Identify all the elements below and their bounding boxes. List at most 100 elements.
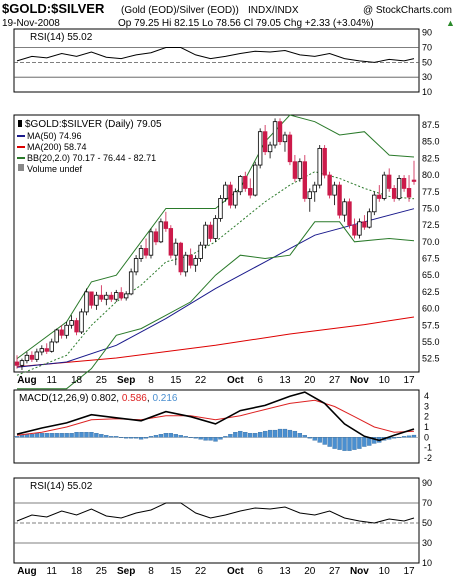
macd-hist-bar (282, 428, 288, 438)
macd-hist-bar (44, 433, 49, 438)
macd-tick-label: 4 (424, 391, 429, 401)
macd-hist-bar (248, 433, 253, 438)
macd-hist-bar (262, 430, 268, 438)
macd-hist-bar (29, 434, 35, 438)
price-tick-label: 57.5 (422, 320, 440, 330)
candle-body (382, 174, 387, 199)
candle-body (54, 329, 59, 343)
macd-hist-bar (99, 434, 104, 438)
price-x-tick-label: 25 (96, 375, 108, 386)
macd-label: MACD(12,26,9) 0.802, 0.586, 0.216 (19, 393, 178, 404)
macd-hist-bar (59, 433, 64, 438)
bottom-x-tick-label: Oct (227, 566, 244, 577)
rsi-top-tick-label: 10 (422, 87, 432, 97)
macd-tick-label: -2 (424, 453, 432, 463)
candle-body (148, 231, 154, 256)
candle-body (406, 188, 412, 198)
candle-body (64, 324, 69, 336)
candle-body (193, 258, 198, 266)
macd-hist-bar (119, 437, 124, 438)
candle-body (357, 221, 362, 236)
price-tick-label: 70.0 (422, 237, 440, 247)
price-tick-label: 77.5 (422, 187, 440, 197)
price-x-tick-label: Aug (17, 375, 36, 386)
bottom-x-tick-label: 18 (71, 566, 83, 577)
candle-body (243, 176, 248, 189)
candle-body (223, 184, 228, 199)
legend-ma200: MA(200) 58.74 (27, 142, 87, 152)
candle-body (267, 144, 273, 153)
price-tick-label: 80.0 (422, 170, 440, 180)
candle-body (138, 248, 144, 259)
bottom-x-tick-label: 25 (96, 566, 108, 577)
price-tick-label: 72.5 (422, 220, 440, 230)
macd-line (16, 391, 415, 442)
macd-panel (13, 389, 420, 464)
macd-hist-bar (277, 428, 283, 438)
rsi-bottom-line (16, 502, 415, 524)
ohlc-readout: Op 79.25 Hi 82.15 Lo 78.56 Cl 79.05 Chg … (118, 18, 374, 29)
ma200-line (16, 316, 415, 368)
macd-hist-bar (347, 437, 352, 451)
price-x-tick-label: 13 (279, 375, 291, 386)
macd-tick-label: -1 (424, 443, 432, 453)
macd-hist-bar (114, 436, 119, 438)
candle-body (367, 211, 372, 228)
macd-hist-bar (228, 434, 233, 438)
macd-hist-bar (233, 432, 238, 438)
macd-hist-bar (193, 437, 198, 439)
macd-tick-label: 2 (424, 412, 429, 422)
macd-hist-bar (342, 437, 347, 451)
bottom-x-tick-label: Sep (117, 566, 135, 577)
price-x-tick-label: 15 (170, 375, 182, 386)
macd-hist-bar (24, 434, 30, 438)
bb-mid-line (16, 171, 415, 376)
macd-hist-bar (178, 435, 183, 438)
candle-body (153, 231, 159, 243)
macd-signal-value: 0.586 (122, 393, 147, 404)
macd-hist-bar (406, 435, 412, 438)
candle-body (114, 292, 119, 300)
macd-hist-bar (307, 437, 312, 439)
price-tick-label: 62.5 (422, 287, 440, 297)
macd-hist-bar (158, 434, 164, 438)
price-panel-label: $GOLD:$SILVER (Daily) 79.05 (25, 119, 162, 130)
rsi-bottom-tick-label: 50 (422, 518, 432, 528)
legend-symbol-swatch (18, 120, 22, 127)
rsi-bottom-tick-label: 10 (422, 558, 432, 568)
candle-body (362, 221, 367, 228)
macd-hist-bar (84, 432, 89, 438)
price-x-tick-label: 10 (379, 375, 391, 386)
macd-hist-bar (362, 437, 367, 447)
macd-hist-bar (208, 437, 213, 441)
candle-body (332, 184, 337, 196)
macd-hist-bar (287, 429, 293, 438)
macd-hist-bar (173, 434, 178, 438)
candle-body (198, 244, 203, 259)
candle-body (233, 191, 238, 206)
rsi-top-tick-label: 30 (422, 72, 432, 82)
price-x-tick-label: 27 (329, 375, 341, 386)
candle-body (307, 191, 312, 199)
candle-body (213, 218, 218, 239)
candle-body (178, 242, 183, 273)
macd-hist-bar (69, 433, 74, 438)
macd-hist-bar (337, 437, 342, 450)
rsi-bottom-tick-label: 30 (422, 538, 432, 548)
candle-body (372, 194, 377, 213)
candle-body (24, 354, 30, 362)
price-tick-label: 87.5 (422, 120, 440, 130)
candle-body (163, 221, 169, 229)
candle-body (89, 291, 94, 306)
candle-body (342, 201, 347, 216)
price-x-tick-label: Oct (227, 375, 244, 386)
macd-hist-bar (153, 435, 159, 438)
candle-body (282, 134, 288, 143)
legend-volume-swatch (18, 164, 24, 171)
rsi-top-tick-label: 50 (422, 57, 432, 67)
macd-hist-bar (312, 437, 317, 441)
macd-hist-bar (104, 435, 109, 438)
candle-body (99, 294, 104, 300)
rsi-bottom-tick-label: 90 (422, 478, 432, 488)
